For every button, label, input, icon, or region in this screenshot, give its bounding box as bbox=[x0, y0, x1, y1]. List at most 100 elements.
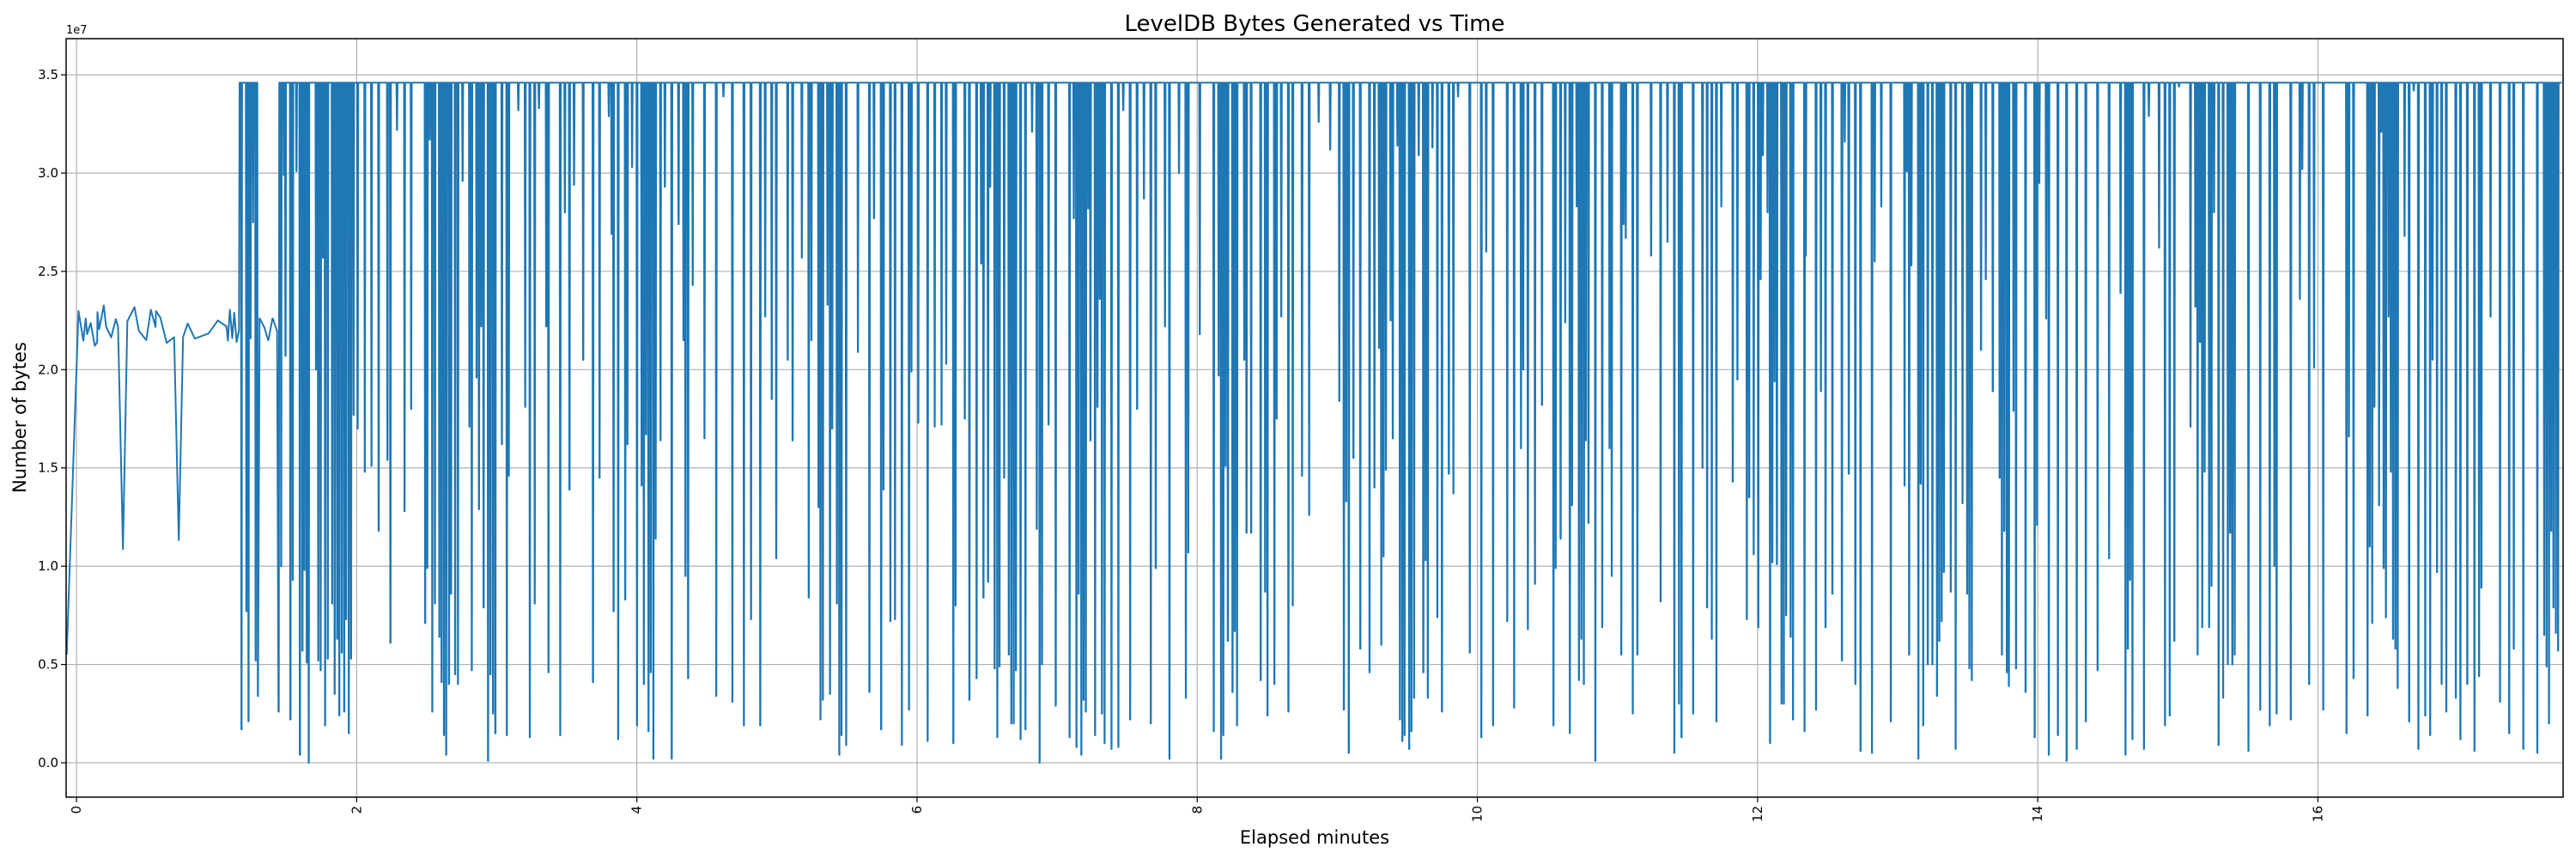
data-point bbox=[386, 459, 388, 461]
data-point bbox=[1097, 406, 1098, 408]
data-point bbox=[1382, 555, 1384, 557]
data-point bbox=[545, 326, 547, 327]
data-point bbox=[1308, 514, 1310, 516]
data-point bbox=[1854, 683, 1856, 685]
data-point bbox=[1938, 640, 1941, 642]
data-point bbox=[1163, 326, 1166, 327]
data-point bbox=[1949, 591, 1952, 593]
data-point bbox=[963, 417, 966, 420]
data-point bbox=[1904, 484, 1905, 487]
x-tick-label: 4 bbox=[629, 806, 645, 814]
data-point bbox=[370, 465, 373, 467]
data-point bbox=[659, 439, 661, 442]
data-point bbox=[1236, 724, 1238, 727]
data-point bbox=[2210, 585, 2213, 587]
y-tick-label: 3.5 bbox=[38, 67, 58, 82]
data-point bbox=[1101, 712, 1103, 715]
data-point bbox=[438, 636, 440, 638]
data-point bbox=[1075, 746, 1078, 748]
data-point bbox=[1122, 109, 1124, 112]
data-point bbox=[271, 318, 274, 320]
data-point bbox=[890, 620, 891, 623]
data-point bbox=[434, 602, 436, 605]
data-point bbox=[1720, 205, 1722, 208]
data-point bbox=[352, 414, 355, 416]
data-point bbox=[2308, 683, 2310, 685]
data-point bbox=[617, 738, 619, 740]
data-point bbox=[894, 618, 896, 620]
data-point bbox=[1911, 265, 1912, 266]
data-point bbox=[2543, 634, 2545, 637]
data-point bbox=[835, 602, 838, 605]
data-point bbox=[1942, 571, 1945, 573]
data-point bbox=[1347, 752, 1350, 754]
data-point bbox=[822, 698, 823, 701]
data-point bbox=[2391, 638, 2394, 640]
data-point bbox=[284, 355, 287, 357]
data-point bbox=[2445, 710, 2447, 713]
data-point bbox=[1540, 404, 1543, 406]
data-point bbox=[810, 339, 812, 341]
data-point bbox=[2480, 587, 2482, 589]
data-point bbox=[487, 759, 489, 762]
data-point bbox=[2537, 752, 2538, 754]
data-point bbox=[1110, 748, 1113, 750]
data-point bbox=[2455, 697, 2457, 699]
data-point bbox=[2001, 654, 2003, 655]
data-point bbox=[2478, 675, 2480, 678]
data-point bbox=[1792, 718, 1794, 721]
data-point bbox=[715, 695, 717, 697]
data-point bbox=[1931, 663, 1934, 666]
data-point bbox=[1880, 205, 1882, 208]
data-point bbox=[1083, 698, 1084, 701]
data-point bbox=[654, 538, 657, 539]
data-point bbox=[1078, 593, 1079, 594]
data-point bbox=[1480, 736, 1482, 739]
data-point bbox=[1631, 712, 1634, 715]
data-point bbox=[1155, 567, 1157, 570]
data-point bbox=[626, 443, 629, 446]
data-point bbox=[2383, 567, 2385, 570]
data-point bbox=[1766, 211, 1769, 214]
data-point bbox=[1218, 375, 1219, 376]
data-point bbox=[2038, 182, 2040, 184]
data-point bbox=[2499, 701, 2501, 703]
data-point bbox=[2557, 649, 2559, 652]
y-tick-label: 2.5 bbox=[38, 264, 58, 279]
data-point bbox=[447, 683, 450, 685]
data-point bbox=[1961, 503, 1964, 504]
data-point bbox=[1636, 654, 1638, 655]
x-tick-label: 12 bbox=[1750, 806, 1765, 822]
data-point bbox=[317, 660, 319, 661]
data-point bbox=[1762, 155, 1764, 156]
data-point bbox=[1199, 333, 1200, 335]
data-point bbox=[1222, 734, 1224, 736]
data-point bbox=[1991, 390, 1994, 393]
data-point bbox=[559, 734, 562, 736]
data-point bbox=[1436, 616, 1438, 618]
data-point bbox=[428, 138, 431, 141]
data-point bbox=[829, 693, 831, 695]
chart-title: LevelDB Bytes Generated vs Time bbox=[1124, 11, 1504, 37]
data-point bbox=[1968, 667, 1971, 669]
data-point bbox=[1954, 748, 1957, 750]
data-point bbox=[1399, 718, 1400, 721]
data-point bbox=[2057, 734, 2059, 736]
data-point bbox=[2096, 669, 2099, 672]
data-point bbox=[2196, 654, 2198, 655]
data-point bbox=[743, 724, 744, 727]
data-point bbox=[1426, 697, 1429, 699]
data-point bbox=[1425, 559, 1426, 562]
data-point bbox=[324, 724, 326, 727]
x-tick-label: 14 bbox=[2030, 806, 2045, 822]
data-point bbox=[987, 581, 989, 583]
data-point bbox=[1871, 752, 1873, 754]
data-point bbox=[1625, 237, 1626, 239]
data-point bbox=[1564, 321, 1566, 324]
data-point bbox=[1089, 439, 1091, 442]
data-point bbox=[1674, 752, 1675, 754]
data-point bbox=[940, 423, 943, 426]
data-point bbox=[1789, 636, 1792, 638]
data-point bbox=[2217, 744, 2220, 746]
data-point bbox=[819, 718, 822, 721]
